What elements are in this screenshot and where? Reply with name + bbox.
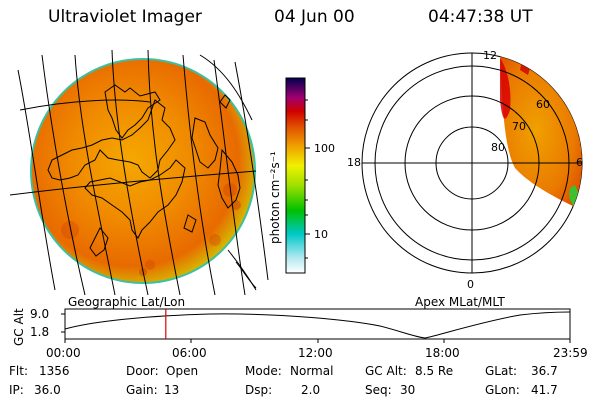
ip-label: IP: — [9, 383, 24, 397]
mlt-label-6: 6 — [576, 156, 583, 169]
colorbar-tick-100: 100 — [314, 142, 335, 155]
gain-label: Gain: — [126, 383, 158, 397]
mode-label: Mode: — [245, 364, 282, 378]
color-scale-bar — [285, 77, 306, 274]
time-tick-2359: 23:59 — [553, 346, 588, 360]
altitude-tick-1-8: 1.8 — [30, 325, 50, 339]
ip-value: 36.0 — [34, 383, 61, 397]
glat-value: 36.7 — [531, 364, 558, 378]
altitude-tick-9: 9.0 — [30, 307, 50, 321]
door-value: Open — [166, 364, 199, 378]
colorbar-unit-label: photon cm⁻²s⁻¹ — [268, 151, 282, 244]
glat-label: GLat: — [485, 364, 518, 378]
mlt-label-12: 12 — [483, 49, 497, 62]
time-tick-1800: 18:00 — [425, 346, 460, 360]
mlat-label-80: 80 — [491, 141, 505, 154]
flight-label: Flt: — [9, 364, 28, 378]
colorbar-tick-10: 10 — [314, 228, 328, 241]
right-panel-caption: Apex MLat/MLT — [415, 295, 505, 309]
altitude-plot — [61, 308, 571, 343]
mode-value: Normal — [290, 364, 334, 378]
glon-label: GLon: — [485, 383, 520, 397]
instrument-title: Ultraviolet Imager — [48, 7, 202, 27]
mlt-label-18: 18 — [347, 156, 361, 169]
gain-value: 13 — [164, 383, 180, 397]
date-label: 04 Jun 00 — [274, 7, 355, 27]
globe-image — [30, 58, 256, 284]
glon-value: 41.7 — [531, 383, 558, 397]
time-tick-0000: 00:00 — [46, 346, 81, 360]
mlt-label-0: 0 — [467, 278, 474, 291]
geographic-grid — [9, 49, 269, 296]
time-tick-0600: 06:00 — [172, 346, 207, 360]
seq-label: Seq: — [365, 383, 392, 397]
flight-value: 1356 — [39, 364, 70, 378]
altitude-axis-label: GC Alt — [12, 308, 26, 346]
polar-plot — [361, 52, 583, 274]
mlat-label-60: 60 — [536, 98, 550, 111]
seq-value: 30 — [400, 383, 416, 397]
gc-alt-value: 8.5 Re — [415, 364, 454, 378]
dsp-value: 2.0 — [301, 383, 321, 397]
coastlines — [47, 84, 241, 257]
time-label: 04:47:38 UT — [428, 7, 533, 27]
gc-alt-label: GC Alt: — [365, 364, 407, 378]
left-panel-caption: Geographic Lat/Lon — [68, 295, 186, 309]
time-tick-1200: 12:00 — [298, 346, 333, 360]
door-label: Door: — [126, 364, 159, 378]
mlat-label-70: 70 — [512, 120, 526, 133]
dsp-label: Dsp: — [245, 383, 273, 397]
